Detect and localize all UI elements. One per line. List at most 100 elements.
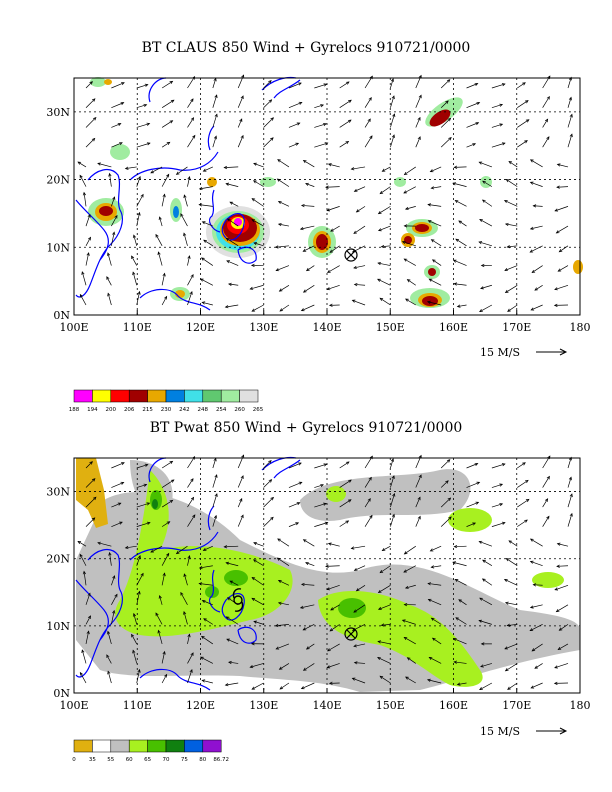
- wind-arrow: [187, 117, 195, 128]
- wind-arrow: [339, 99, 352, 109]
- wind-arrow: [198, 203, 213, 207]
- coastline: [75, 199, 109, 261]
- legend-swatch: [202, 389, 222, 403]
- wind-arrow: [554, 206, 569, 212]
- wind-arrow: [328, 681, 340, 685]
- wind-arrow: [379, 565, 391, 574]
- wind-arrow: [428, 278, 442, 286]
- wind-arrow: [158, 216, 163, 227]
- coastline: [75, 168, 123, 298]
- legend-label: 80: [199, 757, 206, 763]
- wind-arrow: [253, 620, 264, 625]
- wind-arrow: [161, 499, 174, 508]
- wind-arrow: [403, 603, 416, 607]
- top-panel-title: BT CLAUS 850 Wind + Gyrelocs 910721/0000: [141, 40, 471, 56]
- cloud-patches: [88, 77, 583, 308]
- wind-arrow: [277, 222, 290, 227]
- wind-arrow: [180, 591, 188, 605]
- wind-arrow: [458, 220, 467, 227]
- wind-arrow: [353, 283, 366, 287]
- wind-arrow: [491, 123, 504, 128]
- wind-arrow: [558, 624, 569, 631]
- coastline: [237, 626, 257, 644]
- wind-arrow: [155, 233, 163, 246]
- wind-arrow: [556, 163, 569, 168]
- legend-swatch: [128, 389, 148, 403]
- wind-arrow: [150, 166, 163, 174]
- wind-arrow: [225, 561, 239, 567]
- wind-arrow: [529, 560, 543, 567]
- wind-arrow: [353, 643, 366, 648]
- wind-arrow: [107, 670, 112, 684]
- wind-arrow: [326, 265, 340, 273]
- wind-arrow: [466, 143, 477, 148]
- wind-arrow: [456, 304, 467, 308]
- wind-arrow: [253, 162, 264, 168]
- wind-arrow: [314, 83, 328, 89]
- wind-arrows: [77, 454, 573, 691]
- wind-arrow: [111, 214, 118, 227]
- wind-arrow: [466, 501, 480, 508]
- wind-arrow: [339, 520, 350, 527]
- wind-arrow: [161, 650, 166, 664]
- wind-arrow: [453, 544, 467, 549]
- wind-arrow: [503, 579, 518, 586]
- wind-arrow: [85, 630, 90, 644]
- axes: 100E 110E 120E 130E 140E 150E 160E 170E 180 30N 20…: [46, 77, 591, 334]
- wind-arrow: [136, 463, 149, 469]
- wind-arrow: [530, 304, 543, 311]
- wind-arrow: [108, 551, 112, 566]
- coastline: [261, 456, 297, 471]
- wind-arrow: [79, 293, 87, 306]
- legend-label: 86.72: [213, 757, 229, 763]
- wind-arrow: [237, 454, 245, 469]
- coastline: [129, 151, 219, 181]
- wind-arrow: [288, 502, 301, 508]
- legend-label: 260: [234, 407, 245, 413]
- wind-arrow: [299, 604, 315, 609]
- wind-arrow: [517, 462, 526, 469]
- wind-arrow: [466, 481, 481, 488]
- wind-arrow: [300, 204, 315, 208]
- wind-arrow: [111, 521, 123, 527]
- wind-arrow: [131, 633, 138, 645]
- wind-arrow: [288, 101, 303, 109]
- wind-arrow: [288, 522, 300, 527]
- wind-arrow: [415, 515, 421, 527]
- wind-arrow: [556, 564, 569, 568]
- wind-arrow: [403, 166, 416, 176]
- wind-arrow: [529, 159, 543, 168]
- wind-arrow: [479, 682, 493, 691]
- wind-arrow: [277, 538, 290, 547]
- wind-arrow: [404, 206, 416, 211]
- wind-arrow: [200, 257, 214, 266]
- wind-arrow: [274, 623, 289, 628]
- pwat-patches: [76, 458, 580, 692]
- wind-arrow: [326, 206, 340, 212]
- wind-arrow: [415, 496, 421, 508]
- legend-label: 215: [142, 407, 153, 413]
- wind-arrow: [404, 584, 416, 589]
- wind-arrow: [275, 643, 290, 650]
- coastline: [208, 189, 221, 233]
- wind-arrow: [326, 284, 340, 291]
- wind-arrow: [85, 461, 93, 469]
- wind-arrow: [440, 480, 449, 488]
- legend-swatch: [147, 739, 167, 753]
- wind-arrow: [351, 299, 366, 306]
- x-tick-label: 130E: [249, 699, 278, 712]
- wind-arrow: [327, 542, 340, 547]
- wind-arrow: [237, 118, 243, 128]
- wind-arrow: [85, 213, 91, 227]
- wind-arrow: [228, 282, 239, 286]
- wind-arrow: [314, 521, 329, 527]
- wind-arrow: [157, 629, 163, 645]
- wind-arrow: [155, 612, 163, 625]
- legend-swatch: [184, 389, 204, 403]
- wind-arrow: [364, 514, 373, 527]
- wind-arrow: [187, 291, 193, 306]
- wind-arrow: [405, 676, 416, 684]
- x-tick-label: 170E: [502, 699, 531, 712]
- coastline: [261, 76, 297, 91]
- wind-arrow: [85, 592, 91, 605]
